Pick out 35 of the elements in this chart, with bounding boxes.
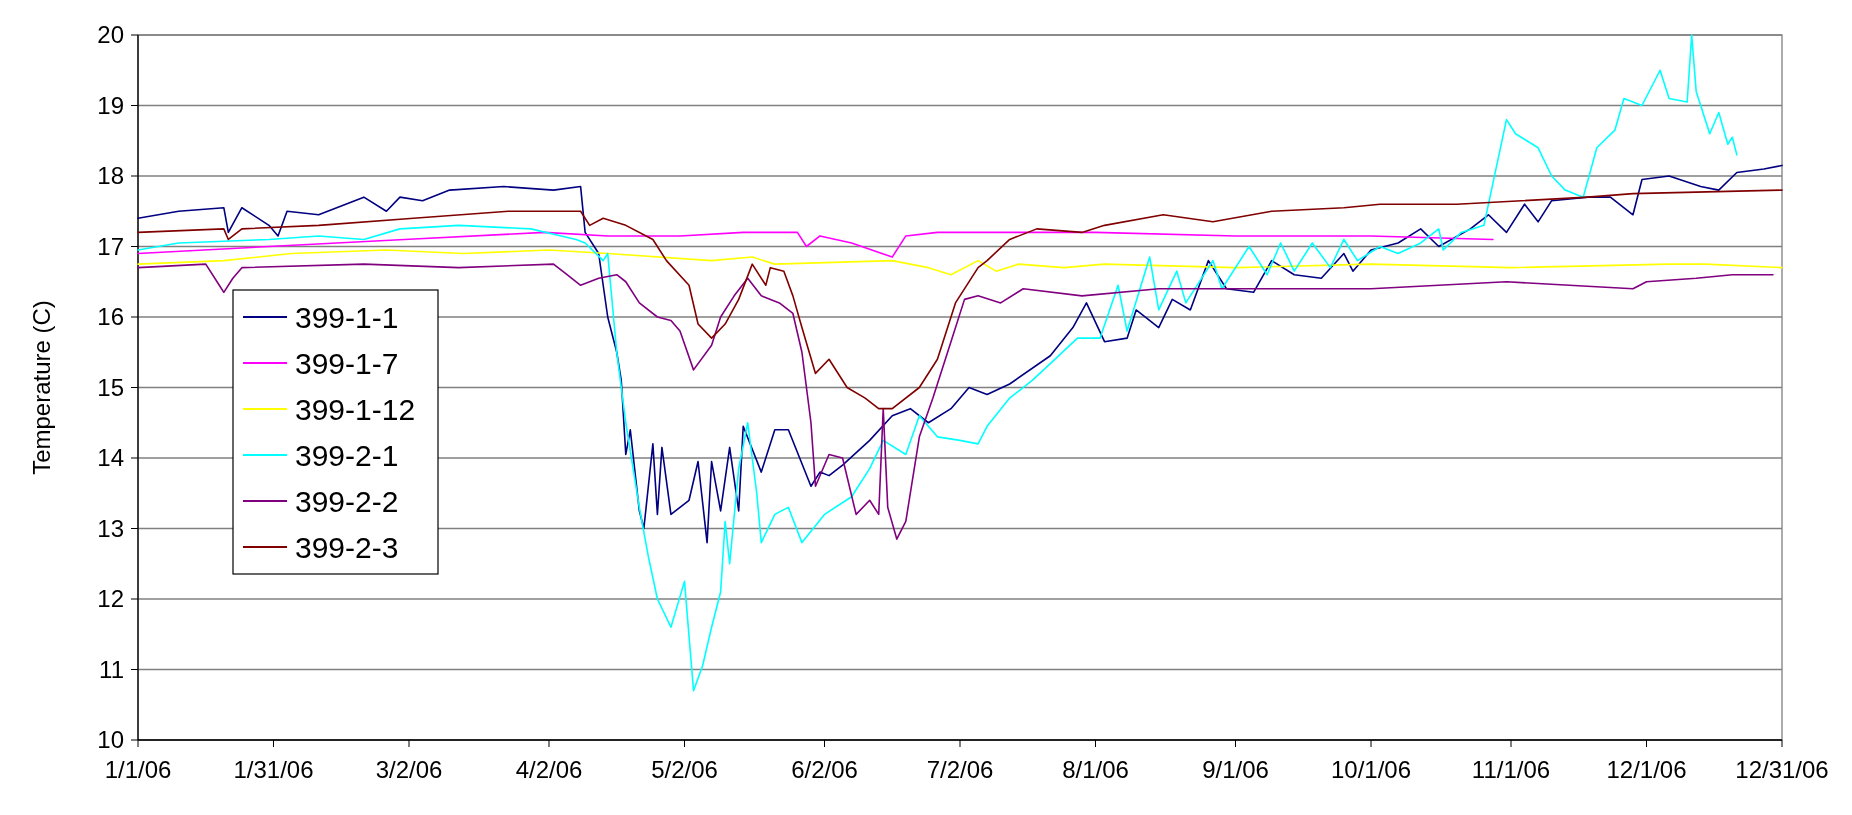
legend-label: 399-2-3 [295,530,399,564]
y-tick-label: 17 [97,232,124,260]
x-tick-label: 11/1/06 [1471,756,1551,783]
x-tick-label: 10/1/06 [1330,756,1412,783]
y-tick-label: 12 [97,585,124,613]
x-tick-label: 3/2/06 [375,756,443,783]
legend-label: 399-1-12 [295,392,416,426]
x-tick-label: 6/2/06 [791,756,858,783]
y-tick-label: 10 [97,726,124,754]
y-tick-label: 15 [97,373,124,401]
legend-label: 399-2-2 [295,484,399,518]
legend-label: 399-1-7 [295,346,399,380]
legend-label: 399-2-1 [295,438,399,472]
line-series [137,34,1738,692]
y-axis-title: Temperature (C) [28,300,55,475]
x-tick-label: 8/1/06 [1062,756,1129,783]
x-tick-label: 12/1/06 [1606,756,1687,783]
legend-label: 399-1-1 [295,300,399,334]
x-tick-label: 1/31/06 [233,756,314,783]
x-tick-label: 9/1/06 [1202,756,1269,783]
x-tick-label: 5/2/06 [651,756,718,783]
y-tick-label: 16 [97,303,124,331]
line-series [137,249,1783,276]
line-series [137,263,1774,540]
y-tick-label: 19 [97,91,124,119]
x-tick-label: 12/31/06 [1735,756,1829,783]
line-series [137,231,1494,258]
y-tick-label: 14 [97,444,124,472]
y-tick-label: 18 [97,162,124,190]
y-tick-label: 11 [99,655,124,683]
x-tick-label: 7/2/06 [926,756,994,783]
x-tick-label: 4/2/06 [515,756,583,783]
x-tick-label: 1/1/06 [104,756,172,783]
y-tick-label: 20 [97,21,124,49]
y-tick-label: 13 [97,514,124,542]
